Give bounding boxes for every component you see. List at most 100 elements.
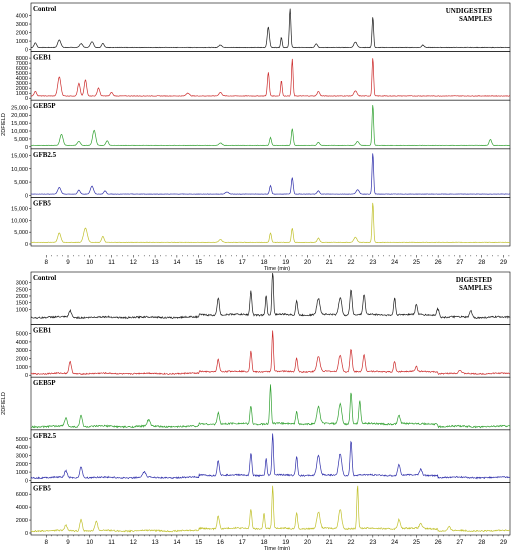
- y-tick-label-digested-3-3: 3000: [16, 453, 28, 459]
- x-tick-label-undigested-2: 10: [86, 259, 94, 266]
- y-tick-label-digested-0-1: 1500: [16, 301, 28, 307]
- panel-label-digested-4: GFB5: [33, 484, 51, 492]
- x-tick-label-digested-4: 12: [130, 539, 138, 546]
- y-tick-label-digested-3-4: 4000: [16, 445, 28, 451]
- x-tick-label-undigested-10: 18: [260, 259, 268, 266]
- y-tick-label-digested-1-4: 4000: [16, 340, 28, 346]
- group-title-undigested-0: UNDIGESTED: [446, 7, 492, 15]
- y-tick-label-digested-3-2: 2000: [16, 462, 28, 468]
- y-tick-label-undigested-1-5: 5000: [16, 71, 28, 77]
- x-tick-label-digested-14: 22: [348, 539, 356, 546]
- y-tick-label-digested-1-2: 2000: [16, 357, 28, 363]
- panel-label-undigested-0: Control: [33, 5, 56, 13]
- x-tick-label-digested-11: 19: [282, 539, 290, 546]
- x-tick-label-undigested-4: 12: [130, 259, 138, 266]
- x-tick-label-undigested-20: 28: [478, 259, 486, 266]
- y-tick-label-undigested-1-1: 1000: [16, 91, 28, 97]
- x-tick-label-undigested-16: 24: [391, 259, 399, 266]
- panel-frame-digested-3: [30, 429, 511, 483]
- x-tick-label-digested-1: 9: [66, 539, 70, 546]
- y-tick-label-undigested-1-7: 7000: [16, 61, 28, 67]
- trace-digested-GFB5: [30, 485, 511, 533]
- y-tick-label-undigested-3-3: 15,000: [11, 153, 28, 159]
- y-tick-label-undigested-1-8: 8000: [16, 56, 28, 62]
- x-tick-label-digested-17: 25: [413, 539, 421, 546]
- x-axis-label-digested: Time (min): [264, 546, 290, 550]
- y-tick-label-digested-0-2: 2000: [16, 294, 28, 300]
- y-tick-label-undigested-0-0: 0: [25, 48, 28, 54]
- x-tick-label-undigested-9: 17: [239, 259, 247, 266]
- x-tick-label-digested-20: 28: [478, 539, 486, 546]
- y-tick-label-undigested-0-2: 2000: [16, 31, 28, 37]
- x-tick-label-digested-18: 26: [435, 539, 443, 546]
- x-tick-label-digested-13: 21: [326, 539, 334, 546]
- x-tick-label-digested-16: 24: [391, 539, 399, 546]
- trace-undigested-GFB5: [30, 202, 511, 243]
- x-tick-label-digested-7: 15: [195, 539, 203, 546]
- x-tick-label-digested-9: 17: [239, 539, 247, 546]
- panel-frame-digested-4: [30, 482, 511, 536]
- trace-undigested-Control: [30, 8, 511, 49]
- y-tick-label-undigested-1-2: 2000: [16, 86, 28, 92]
- x-tick-label-undigested-0: 8: [44, 259, 48, 266]
- y-tick-label-digested-4-1: 2000: [16, 518, 28, 524]
- y-tick-label-undigested-1-3: 3000: [16, 81, 28, 87]
- y-tick-label-undigested-3-0: 0: [25, 193, 28, 199]
- panel-label-undigested-1: GEB1: [33, 54, 52, 62]
- x-tick-label-digested-15: 23: [369, 539, 377, 546]
- y-tick-label-undigested-0-4: 4000: [16, 14, 28, 20]
- x-tick-label-undigested-5: 13: [152, 259, 160, 266]
- x-tick-label-digested-10: 18: [260, 539, 268, 546]
- y-tick-label-digested-4-3: 6000: [16, 492, 28, 498]
- panel-label-digested-2: GEB5P: [33, 379, 56, 387]
- panel-label-digested-0: Control: [33, 274, 56, 282]
- y-tick-label-digested-0-3: 2500: [16, 287, 28, 293]
- x-tick-label-undigested-17: 25: [413, 259, 421, 266]
- y-tick-label-undigested-4-3: 15,000: [11, 207, 28, 213]
- y-tick-label-digested-4-0: 0: [25, 531, 28, 537]
- x-tick-label-digested-19: 27: [456, 539, 464, 546]
- x-tick-label-undigested-18: 26: [435, 259, 443, 266]
- y-tick-label-digested-0-4: 3000: [16, 281, 28, 287]
- x-tick-label-digested-12: 20: [304, 539, 312, 546]
- y-tick-label-undigested-2-5: 25,000: [11, 105, 28, 111]
- panel-label-digested-3: GFB2.5: [33, 432, 57, 440]
- group-title-digested-0: DIGESTED: [456, 276, 492, 284]
- y-tick-label-undigested-3-2: 10,000: [11, 167, 28, 173]
- y-axis-label-digested: 2DFIELD: [1, 392, 7, 415]
- trace-digested-GEB1: [30, 330, 511, 375]
- x-tick-label-undigested-1: 9: [66, 259, 70, 266]
- group-title-digested-1: SAMPLES: [459, 284, 492, 292]
- x-tick-label-undigested-19: 27: [456, 259, 464, 266]
- y-tick-label-undigested-1-6: 6000: [16, 66, 28, 72]
- y-tick-label-digested-4-2: 4000: [16, 505, 28, 511]
- panel-label-digested-1: GEB1: [33, 327, 52, 335]
- y-tick-label-undigested-2-1: 5,000: [14, 137, 28, 143]
- y-axis-label-undigested: 2DFIELD: [1, 113, 7, 136]
- x-tick-label-digested-8: 16: [217, 539, 225, 546]
- x-tick-label-undigested-6: 14: [173, 259, 181, 266]
- x-tick-label-undigested-14: 22: [348, 259, 356, 266]
- trace-undigested-GEB5P: [30, 105, 511, 146]
- x-tick-label-undigested-12: 20: [304, 259, 312, 266]
- panel-label-undigested-2: GEB5P: [33, 102, 56, 110]
- y-tick-label-undigested-3-1: 5,000: [14, 180, 28, 186]
- panel-label-undigested-3: GFB2.5: [33, 151, 57, 159]
- trace-undigested-GFB2.5: [30, 153, 511, 195]
- y-tick-label-undigested-2-0: 0: [25, 145, 28, 151]
- y-tick-label-undigested-1-0: 0: [25, 96, 28, 102]
- x-tick-label-undigested-15: 23: [369, 259, 377, 266]
- y-tick-label-digested-0-0: 1000: [16, 307, 28, 313]
- group-title-undigested-1: SAMPLES: [459, 15, 492, 23]
- y-tick-label-undigested-4-2: 10,000: [11, 218, 28, 224]
- x-tick-label-digested-3: 11: [108, 539, 115, 546]
- x-tick-label-undigested-7: 15: [195, 259, 203, 266]
- y-tick-label-digested-1-1: 1000: [16, 365, 28, 371]
- trace-digested-GFB2.5: [30, 433, 511, 480]
- panel-frame-undigested-4: [30, 197, 511, 247]
- panel-label-undigested-4: GFB5: [33, 199, 51, 207]
- y-tick-label-undigested-0-1: 1000: [16, 39, 28, 45]
- x-tick-label-undigested-8: 16: [217, 259, 225, 266]
- x-tick-label-digested-21: 29: [500, 539, 508, 546]
